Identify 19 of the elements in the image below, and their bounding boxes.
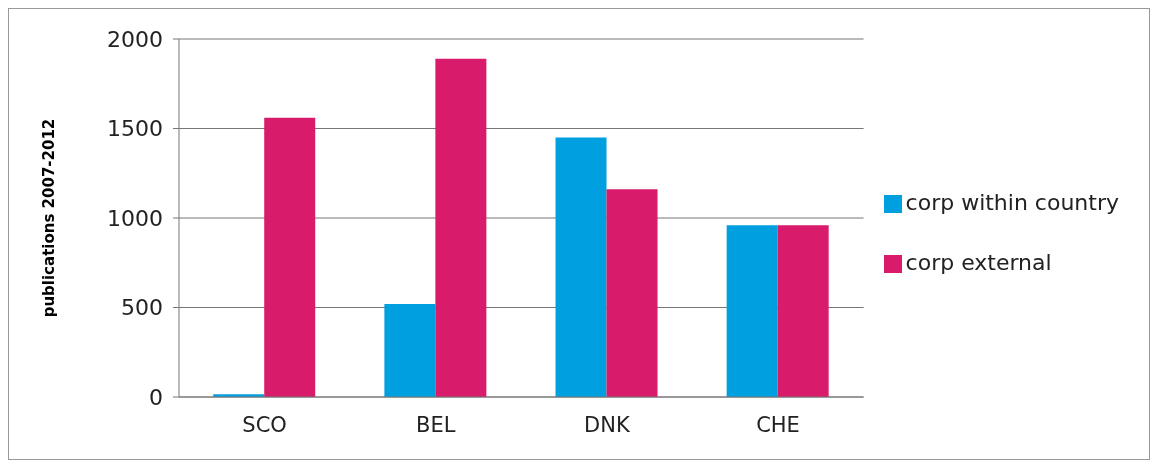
x-tick-label: DNK [584, 412, 631, 437]
x-tick-label: BEL [416, 412, 456, 437]
bar [606, 189, 658, 397]
y-tick-label: 500 [121, 295, 163, 321]
bar [384, 303, 436, 397]
bar [726, 225, 778, 397]
x-tick-label: CHE [756, 412, 800, 437]
y-tick-label: 2000 [107, 26, 163, 52]
legend-label: corp within country [905, 190, 1119, 215]
bar [555, 137, 607, 397]
x-tick-label: SCO [242, 412, 287, 437]
y-tick-label: 1000 [107, 205, 163, 231]
bar [777, 225, 829, 397]
legend-label: corp external [905, 250, 1052, 275]
y-axis-title: publications 2007-2012 [40, 118, 59, 318]
bar [264, 117, 316, 397]
bar [435, 58, 487, 397]
y-tick-label: 0 [149, 384, 163, 410]
y-tick-label: 1500 [107, 116, 163, 142]
